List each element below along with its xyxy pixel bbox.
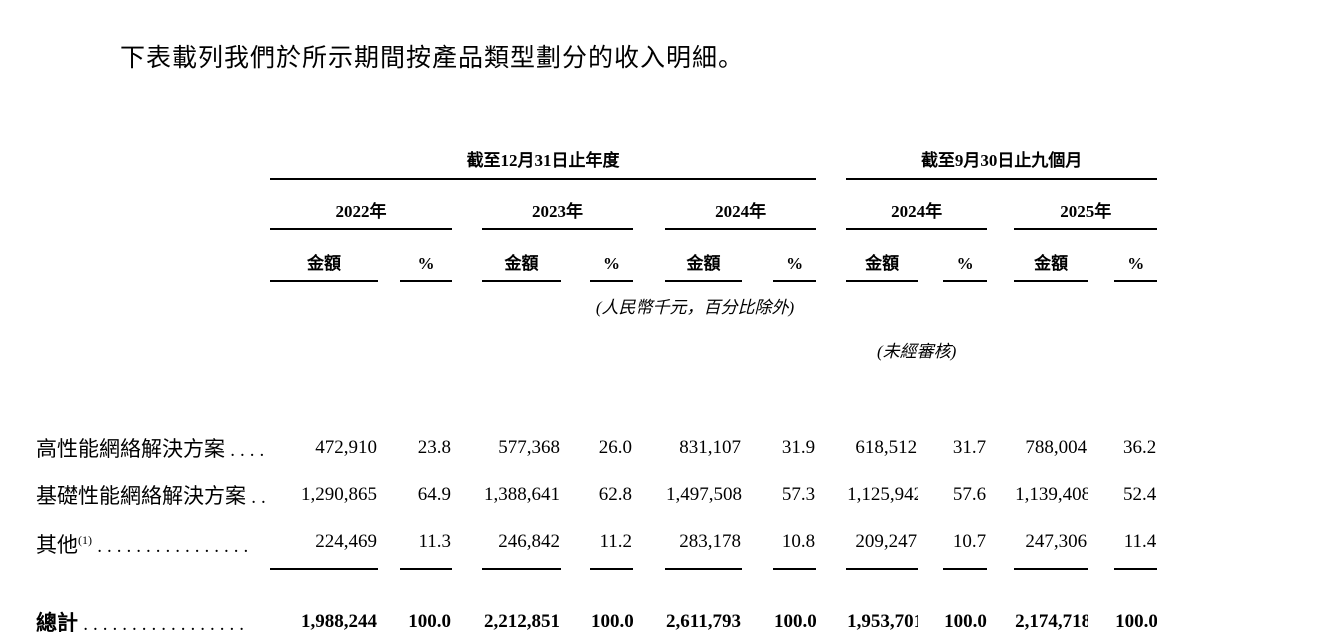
year-header-2023: 2023年 [482, 179, 633, 230]
amount-cell: 1,125,942 [847, 483, 919, 505]
percent-cell: 10.7 [943, 518, 988, 570]
percent-cell: 31.9 [781, 436, 816, 458]
row-label: 其他(1) ................ [36, 532, 254, 557]
percent-cell: 64.9 [417, 483, 451, 505]
amount-cell: 209,247 [846, 518, 919, 570]
amount-cell: 1,497,508 [666, 483, 742, 505]
amount-cell: 246,842 [482, 518, 561, 570]
percent-cell: 57.3 [781, 483, 816, 505]
percent-header: % [400, 229, 452, 282]
percent-cell: 62.8 [598, 483, 632, 505]
amount-header: 金額 [846, 229, 919, 282]
percent-cell: 11.3 [400, 518, 452, 570]
revenue-by-product-table: 截至12月31日止年度 截至9月30日止九個月 2022年 2023年 2024… [35, 132, 1158, 632]
table-row-high-performance: 高性能網絡解決方案 .... 472,910 23.8 577,368 26.0… [35, 424, 1157, 471]
total-percent-cell: 100.0 [773, 569, 817, 632]
amount-header: 金額 [270, 229, 378, 282]
amount-cell: 831,107 [679, 436, 741, 458]
amount-cell: 283,178 [665, 518, 742, 570]
unaudited-note-row: (未經審核) [35, 328, 1157, 370]
intro-text: 下表載列我們於所示期間按產品類型劃分的收入明細。 [120, 45, 745, 72]
amount-cell: 1,388,641 [484, 483, 560, 505]
amount-cell: 618,512 [855, 436, 918, 458]
total-amount-cell: 2,611,793 [665, 569, 742, 632]
dot-leader: .. [251, 486, 270, 508]
amount-cell: 472,910 [315, 436, 377, 458]
footnote-ref: (1) [78, 532, 92, 547]
amount-cell: 224,469 [270, 518, 378, 570]
percent-cell: 11.2 [590, 518, 633, 570]
year-header-2024-9m: 2024年 [846, 179, 988, 230]
row-label: 高性能網絡解決方案 .... [36, 436, 270, 461]
year-header-2024: 2024年 [665, 179, 817, 230]
total-percent-cell: 100.0 [943, 569, 988, 632]
table-row-others: 其他(1) ................ 224,469 11.3 246,… [35, 518, 1158, 570]
period-group-nine-months: 截至9月30日止九個月 [846, 132, 1158, 180]
percent-header: % [943, 229, 988, 282]
percent-cell: 26.0 [598, 436, 632, 458]
total-percent-cell: 100.0 [590, 569, 633, 632]
period-group-annual: 截至12月31日止年度 [270, 132, 817, 180]
table-row-total: 總計 ................. 1,988,244 100.0 2,2… [35, 569, 1158, 632]
total-amount-cell: 2,174,718 [1014, 569, 1089, 632]
percent-cell: 11.4 [1114, 518, 1158, 570]
spacer-row [35, 370, 1157, 424]
amount-header: 金額 [665, 229, 742, 282]
dot-leader: .... [230, 439, 270, 461]
percent-header: % [773, 229, 817, 282]
amount-header: 金額 [482, 229, 561, 282]
percent-cell: 52.4 [1122, 483, 1157, 505]
percent-cell: 31.7 [952, 436, 987, 458]
row-label: 基礎性能網絡解決方案 .. [36, 483, 270, 508]
total-percent-cell: 100.0 [1114, 569, 1158, 632]
table-row-foundational-performance: 基礎性能網絡解決方案 .. 1,290,865 64.9 1,388,641 6… [35, 471, 1157, 518]
amount-cell: 788,004 [1025, 436, 1088, 458]
dot-leader: ................. [83, 613, 249, 632]
percent-header: % [590, 229, 633, 282]
dot-leader: ................ [97, 535, 254, 557]
currency-note: (人民幣千元，百分比除外) [595, 297, 795, 317]
amount-cell: 1,290,865 [301, 483, 377, 505]
percent-cell: 36.2 [1122, 436, 1157, 458]
year-header-2025-9m: 2025年 [1014, 179, 1158, 230]
period-group-header-row: 截至12月31日止年度 截至9月30日止九個月 [35, 132, 1158, 180]
percent-cell: 10.8 [773, 518, 817, 570]
total-amount-cell: 1,988,244 [270, 569, 378, 632]
total-percent-cell: 100.0 [400, 569, 452, 632]
amount-cell: 577,368 [498, 436, 560, 458]
year-header-row: 2022年 2023年 2024年 2024年 2025年 [35, 179, 1158, 230]
percent-cell: 57.6 [952, 483, 987, 505]
percent-header: % [1114, 229, 1158, 282]
unaudited-note: (未經審核) [876, 341, 957, 361]
amount-header: 金額 [1014, 229, 1089, 282]
amount-cell: 1,139,408 [1015, 483, 1089, 505]
amount-cell: 247,306 [1014, 518, 1089, 570]
subheader-row: 金額 % 金額 % 金額 % 金額 % 金額 % [35, 229, 1158, 282]
currency-note-row: (人民幣千元，百分比除外) [35, 281, 1157, 328]
total-amount-cell: 1,953,701 [846, 569, 919, 632]
total-label: 總計 ................. [35, 569, 270, 632]
percent-cell: 23.8 [417, 436, 451, 458]
total-amount-cell: 2,212,851 [482, 569, 561, 632]
year-header-2022: 2022年 [270, 179, 452, 230]
